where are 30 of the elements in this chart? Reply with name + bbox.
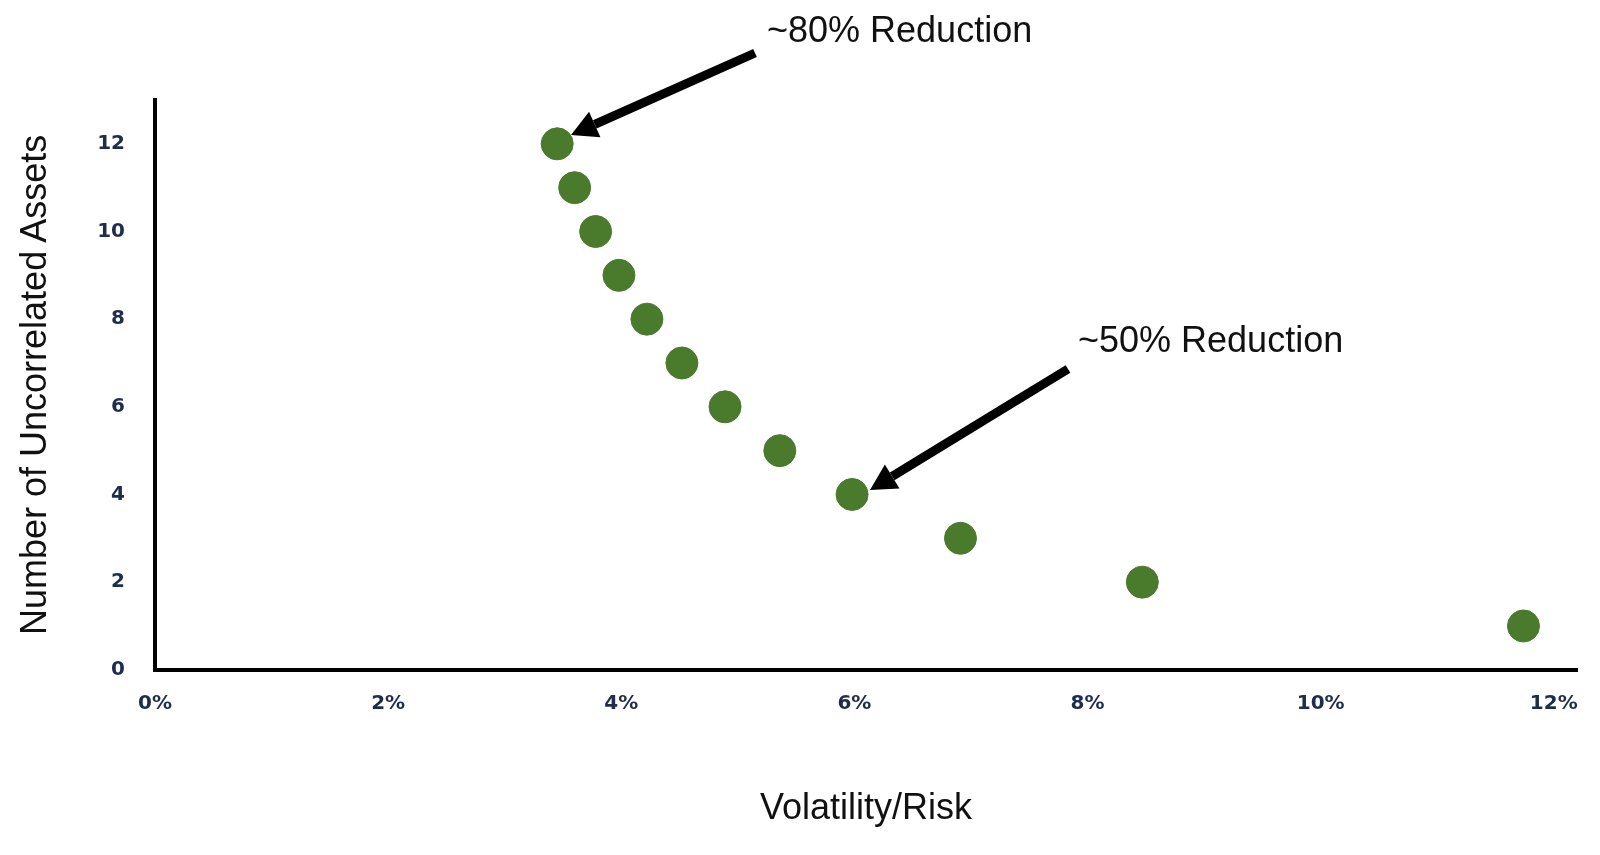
x-tick-label: 6% [837, 690, 872, 714]
y-tick-label: 2 [111, 568, 126, 593]
x-axis-title: Volatility/Risk [760, 786, 974, 828]
point [558, 171, 592, 205]
y-tick-label: 0 [111, 656, 126, 680]
x-tick-label: 12% [1529, 690, 1578, 714]
point [835, 477, 869, 511]
text: ~80% Reduction [767, 9, 1033, 50]
point [943, 521, 977, 555]
annotation: ~50% Reduction [1078, 319, 1344, 360]
x-tick-label: 4% [604, 690, 639, 714]
point [1506, 609, 1540, 643]
y-tick-label: 6 [111, 393, 126, 418]
point [602, 258, 636, 292]
point [708, 390, 742, 424]
point [1125, 565, 1159, 599]
x-tick-label: 0% [138, 690, 173, 714]
point [540, 127, 574, 161]
point [665, 346, 699, 380]
y-tick-label: 4 [111, 480, 126, 505]
y-tick-label: 12 [97, 130, 126, 155]
point [763, 434, 797, 468]
y-tick-label: 10 [97, 217, 126, 242]
x-tick-label: 2% [371, 690, 406, 714]
y-tick-label: 8 [111, 305, 126, 330]
x-tick-label: 8% [1070, 690, 1105, 714]
y-axis-title: Number of Uncorrelated Assets [12, 134, 54, 636]
x-tick-label: 10% [1296, 690, 1345, 714]
point [579, 214, 613, 248]
point [630, 302, 664, 336]
